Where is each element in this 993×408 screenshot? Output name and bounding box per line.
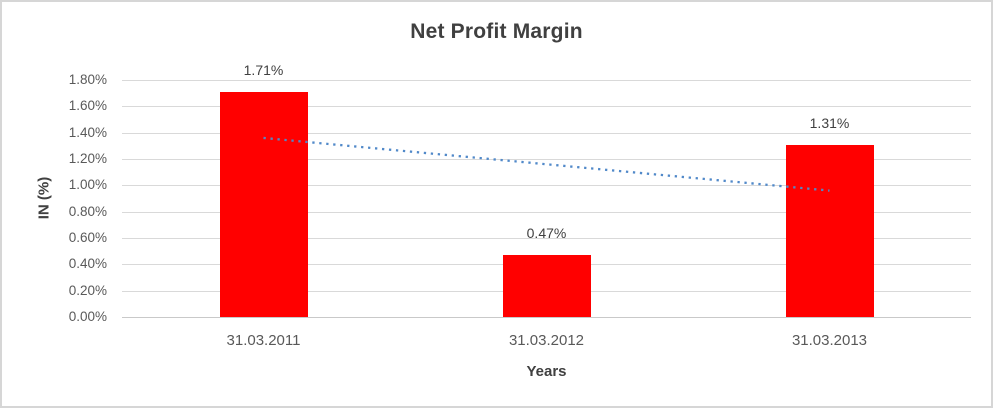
y-tick-label: 0.00% [68,309,107,324]
gridline [122,80,971,81]
y-tick-label: 0.20% [68,283,107,298]
x-tick-label-31.03.2013: 31.03.2013 [791,332,868,349]
x-axis-title: Years [526,363,567,380]
bar-31.03.2013 [785,144,874,317]
data-label-31.03.2011: 1.71% [243,61,284,78]
x-tick-label-31.03.2012: 31.03.2012 [508,332,585,349]
chart-title: Net Profit Margin [410,20,583,43]
y-tick-label: 1.60% [68,98,107,113]
data-label-31.03.2013: 1.31% [809,114,850,131]
gridline [122,212,971,213]
y-tick-label: 0.40% [68,256,107,271]
y-tick-label: 1.40% [68,125,107,140]
gridline [122,133,971,134]
bar-31.03.2012 [502,255,591,317]
data-label-31.03.2012: 0.47% [526,225,567,242]
y-tick-label: 1.00% [68,177,107,192]
y-tick-label: 0.80% [68,204,107,219]
gridline [122,106,971,107]
y-tick-label: 0.60% [68,230,107,245]
bar-31.03.2011 [219,91,308,317]
x-tick-label-31.03.2011: 31.03.2011 [226,332,301,349]
gridline [122,238,971,239]
y-tick-label: 1.20% [68,151,107,166]
y-tick-label: 1.80% [68,72,107,87]
trendline-segment [263,136,830,192]
x-axis-line [122,317,971,318]
